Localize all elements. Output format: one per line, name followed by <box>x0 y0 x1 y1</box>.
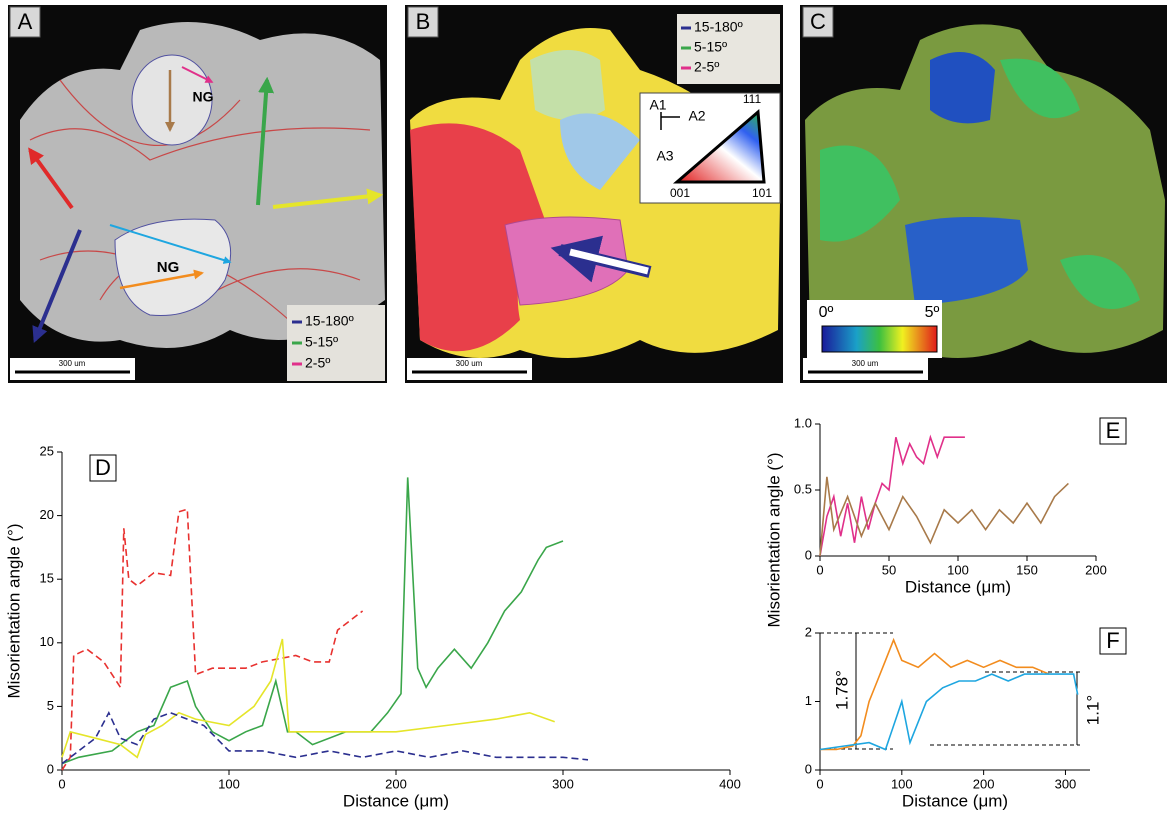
y-tick-label: 25 <box>40 443 54 458</box>
y-tick-label: 20 <box>40 507 54 522</box>
y-tick-label: 0 <box>805 761 812 776</box>
key-corner: 101 <box>752 186 772 200</box>
key-axis: A3 <box>656 148 673 164</box>
series-line <box>62 713 588 764</box>
x-tick-label: 100 <box>891 776 913 791</box>
y-tick-label: 5 <box>47 698 54 713</box>
x-tick-label: 0 <box>816 776 823 791</box>
x-tick-label: 0 <box>816 562 823 577</box>
x-tick-label: 300 <box>552 776 574 791</box>
x-axis-label: Distance (μm) <box>905 577 1011 596</box>
page: NG NG A 15-180º 5-15º 2-5º 300 um B 15-1… <box>0 0 1175 829</box>
panel-label: B <box>416 9 431 34</box>
map-panel-c: C 0º 5º 300 um <box>800 5 1167 383</box>
x-tick-label: 50 <box>882 562 896 577</box>
annotation: 1.1° <box>1083 695 1102 725</box>
map-panel-b: B 15-180º 5-15º 2-5º A1 A2 A3 111 001 10… <box>405 5 783 383</box>
key-corner: 111 <box>743 92 762 106</box>
y-tick-label: 15 <box>40 571 54 586</box>
legend-label: 15-180º <box>305 313 354 329</box>
scale-bar-label: 300 um <box>852 359 879 368</box>
y-tick-label: 1.0 <box>794 415 812 430</box>
grain-label: NG <box>193 89 214 105</box>
y-tick-label: 0.5 <box>794 481 812 496</box>
x-axis-label: Distance (μm) <box>343 791 449 810</box>
y-tick-label: 10 <box>40 634 54 649</box>
x-tick-label: 300 <box>1055 776 1077 791</box>
x-axis-label: Distance (μm) <box>902 791 1008 810</box>
legend-label: 15-180º <box>694 19 743 35</box>
y-tick-label: 0 <box>47 761 54 776</box>
x-tick-label: 100 <box>947 562 969 577</box>
legend-label: 5-15º <box>694 39 727 55</box>
series-line <box>62 639 555 757</box>
figure: NG NG A 15-180º 5-15º 2-5º 300 um B 15-1… <box>0 0 1175 824</box>
panel-label: E <box>1106 418 1121 443</box>
reference-lines <box>820 633 1080 749</box>
y-axis-label: Misorientation angle (°) <box>4 524 23 699</box>
grain <box>930 52 995 123</box>
y-tick-label: 0 <box>805 547 812 562</box>
x-tick-label: 150 <box>1016 562 1038 577</box>
grain-label: NG <box>157 259 180 276</box>
key-axis: A2 <box>688 108 705 124</box>
x-tick-label: 200 <box>1085 562 1107 577</box>
annotation: 1.78° <box>832 670 851 710</box>
series-line <box>820 477 1068 556</box>
y-tick-label: 1 <box>805 693 812 708</box>
legend-label: 5-15º <box>305 334 338 350</box>
colorbar-label: 0º <box>819 304 834 321</box>
legend-label: 2-5º <box>694 59 719 75</box>
panel-label: C <box>810 9 826 34</box>
colorbar-label: 5º <box>925 304 940 321</box>
colorbar <box>822 326 937 352</box>
x-tick-label: 0 <box>58 776 65 791</box>
scale-bar-label: 300 um <box>456 359 483 368</box>
legend-label: 2-5º <box>305 355 330 371</box>
panel-label: F <box>1106 628 1119 653</box>
y-axis-label: Misorientation angle (°) <box>764 453 783 628</box>
x-tick-label: 200 <box>973 776 995 791</box>
series-line <box>820 437 965 556</box>
key-corner: 001 <box>670 186 690 200</box>
map-panel-a: NG NG A 15-180º 5-15º 2-5º 300 um <box>8 5 387 383</box>
panel-label: D <box>95 455 111 480</box>
x-tick-label: 200 <box>385 776 407 791</box>
grain <box>530 50 605 120</box>
x-tick-label: 400 <box>719 776 741 791</box>
panel-label: A <box>18 9 33 34</box>
scale-bar-label: 300 um <box>59 359 86 368</box>
y-tick-label: 2 <box>805 624 812 639</box>
x-tick-label: 100 <box>218 776 240 791</box>
key-axis: A1 <box>649 97 666 113</box>
